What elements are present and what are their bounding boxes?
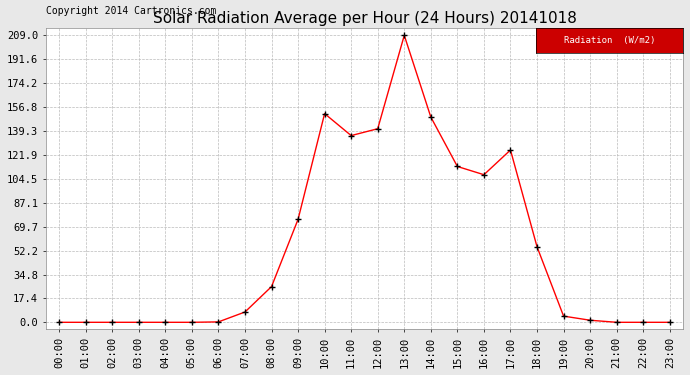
Text: Copyright 2014 Cartronics.com: Copyright 2014 Cartronics.com (46, 6, 216, 16)
Title: Solar Radiation Average per Hour (24 Hours) 20141018: Solar Radiation Average per Hour (24 Hou… (152, 11, 576, 26)
